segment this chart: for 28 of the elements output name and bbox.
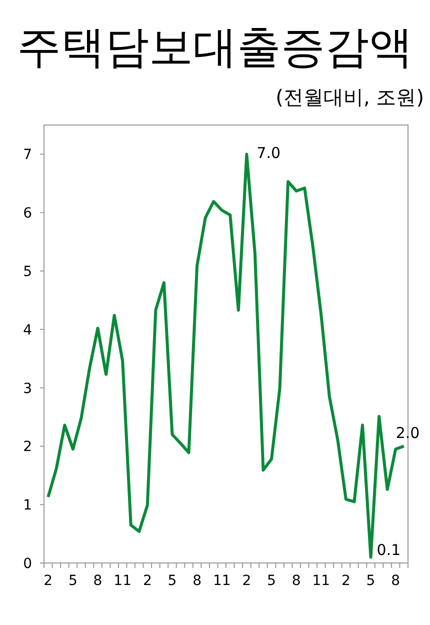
y-tick-label: 0: [23, 556, 32, 572]
y-tick-label: 1: [23, 498, 32, 514]
x-tick-label: 8: [192, 573, 202, 589]
x-tick-label: 5: [168, 573, 177, 589]
title: 주택담보대출증감액: [17, 22, 413, 73]
x-tick-label: 2: [142, 573, 152, 589]
x-tick-label: 8: [292, 573, 301, 589]
x-tick-label: 11: [312, 573, 330, 589]
x-tick-label: 11: [114, 573, 132, 589]
y-tick-label: 5: [23, 264, 32, 280]
y-tick-label: 7: [23, 147, 32, 164]
x-tick-label: 8: [391, 573, 400, 589]
x-tick-label: 5: [68, 573, 78, 589]
data-label: 0.1: [376, 541, 401, 560]
y-tick-label: 6: [23, 206, 32, 222]
x-tick-label: 2: [44, 573, 53, 589]
subtitle: (전월대비, 조원): [276, 85, 424, 109]
y-tick-label: 2: [23, 439, 32, 456]
x-tick-label: 5: [366, 573, 376, 589]
x-tick-label: 11: [212, 573, 231, 589]
x-tick-label: 2: [242, 573, 252, 589]
data-label: 7.0: [256, 144, 281, 162]
data-label: 2.0: [396, 424, 420, 442]
x-tick-label: 5: [267, 573, 276, 589]
y-tick-label: 4: [23, 322, 32, 338]
x-tick-label: 2: [341, 573, 350, 589]
y-tick-label: 3: [23, 380, 32, 397]
x-tick-label: 8: [93, 573, 102, 589]
